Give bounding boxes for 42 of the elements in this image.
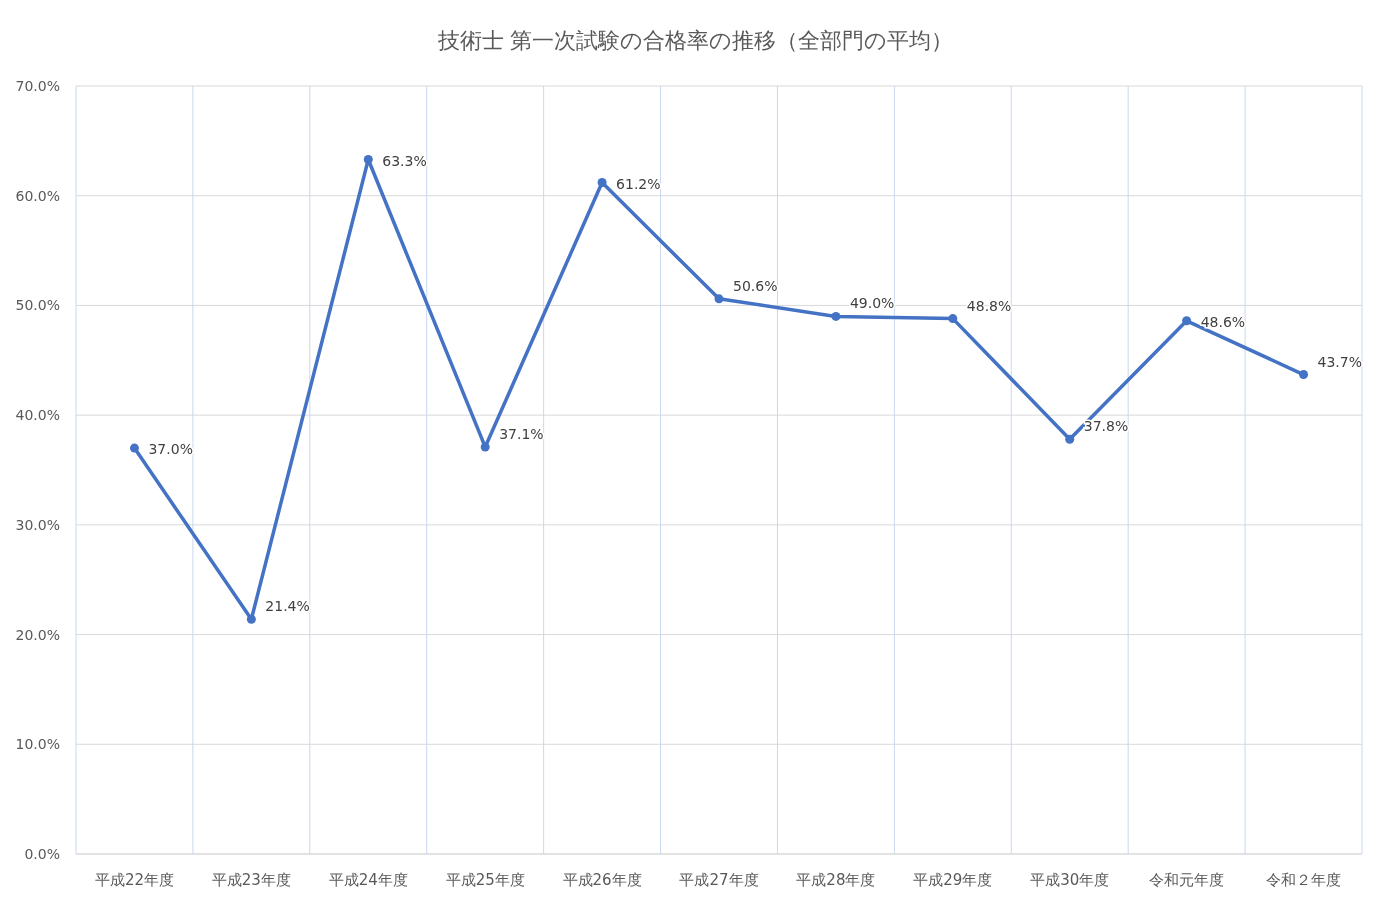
data-label: 48.6%	[1200, 313, 1246, 330]
x-tick-label: 平成28年度	[796, 871, 876, 889]
point	[831, 311, 841, 321]
y-tick-label: 10.0%	[15, 736, 60, 753]
y-tick-label: 70.0%	[15, 78, 60, 94]
data-label: 63.3%	[382, 152, 427, 169]
data-label: 43.7%	[1317, 353, 1363, 370]
x-tick-label: 平成23年度	[211, 871, 291, 889]
data-label: 49.0%	[849, 295, 895, 312]
y-tick-label: 20.0%	[15, 626, 60, 643]
data-label: 37.1%	[499, 425, 544, 442]
point	[597, 178, 607, 188]
chart-title: 技術士 第一次試験の合格率の推移（全部門の平均）	[436, 28, 954, 53]
data-label: 37.0%	[148, 441, 193, 458]
x-tick-label: 平成22年度	[94, 871, 174, 889]
x-tick-label: 平成24年度	[328, 871, 408, 889]
point	[948, 314, 958, 324]
point	[363, 155, 373, 165]
x-tick-label: 平成27年度	[679, 871, 759, 889]
y-tick-label: 0.0%	[24, 846, 60, 862]
point	[129, 443, 139, 453]
point	[1299, 370, 1309, 380]
x-tick-label: 平成30年度	[1030, 871, 1110, 889]
point	[246, 614, 256, 624]
point	[1182, 316, 1192, 326]
y-tick-label: 50.0%	[15, 297, 60, 314]
x-tick-label: 平成29年度	[913, 871, 993, 889]
data-label: 21.4%	[265, 598, 310, 615]
point	[1065, 434, 1075, 444]
x-tick-label: 平成25年度	[445, 871, 525, 889]
y-tick-label: 60.0%	[15, 187, 60, 204]
data-label: 61.2%	[616, 175, 661, 192]
x-tick-label: 平成26年度	[562, 871, 642, 889]
y-tick-label: 40.0%	[15, 407, 60, 424]
data-label: 50.6%	[733, 277, 778, 294]
y-tick-label: 30.0%	[15, 516, 60, 533]
x-tick-label: 令和元年度	[1149, 871, 1225, 889]
point	[714, 294, 724, 304]
x-tick-label: 令和２年度	[1266, 871, 1342, 889]
data-label: 48.8%	[966, 297, 1012, 314]
data-label: 37.8%	[1083, 418, 1129, 435]
point	[480, 442, 490, 452]
